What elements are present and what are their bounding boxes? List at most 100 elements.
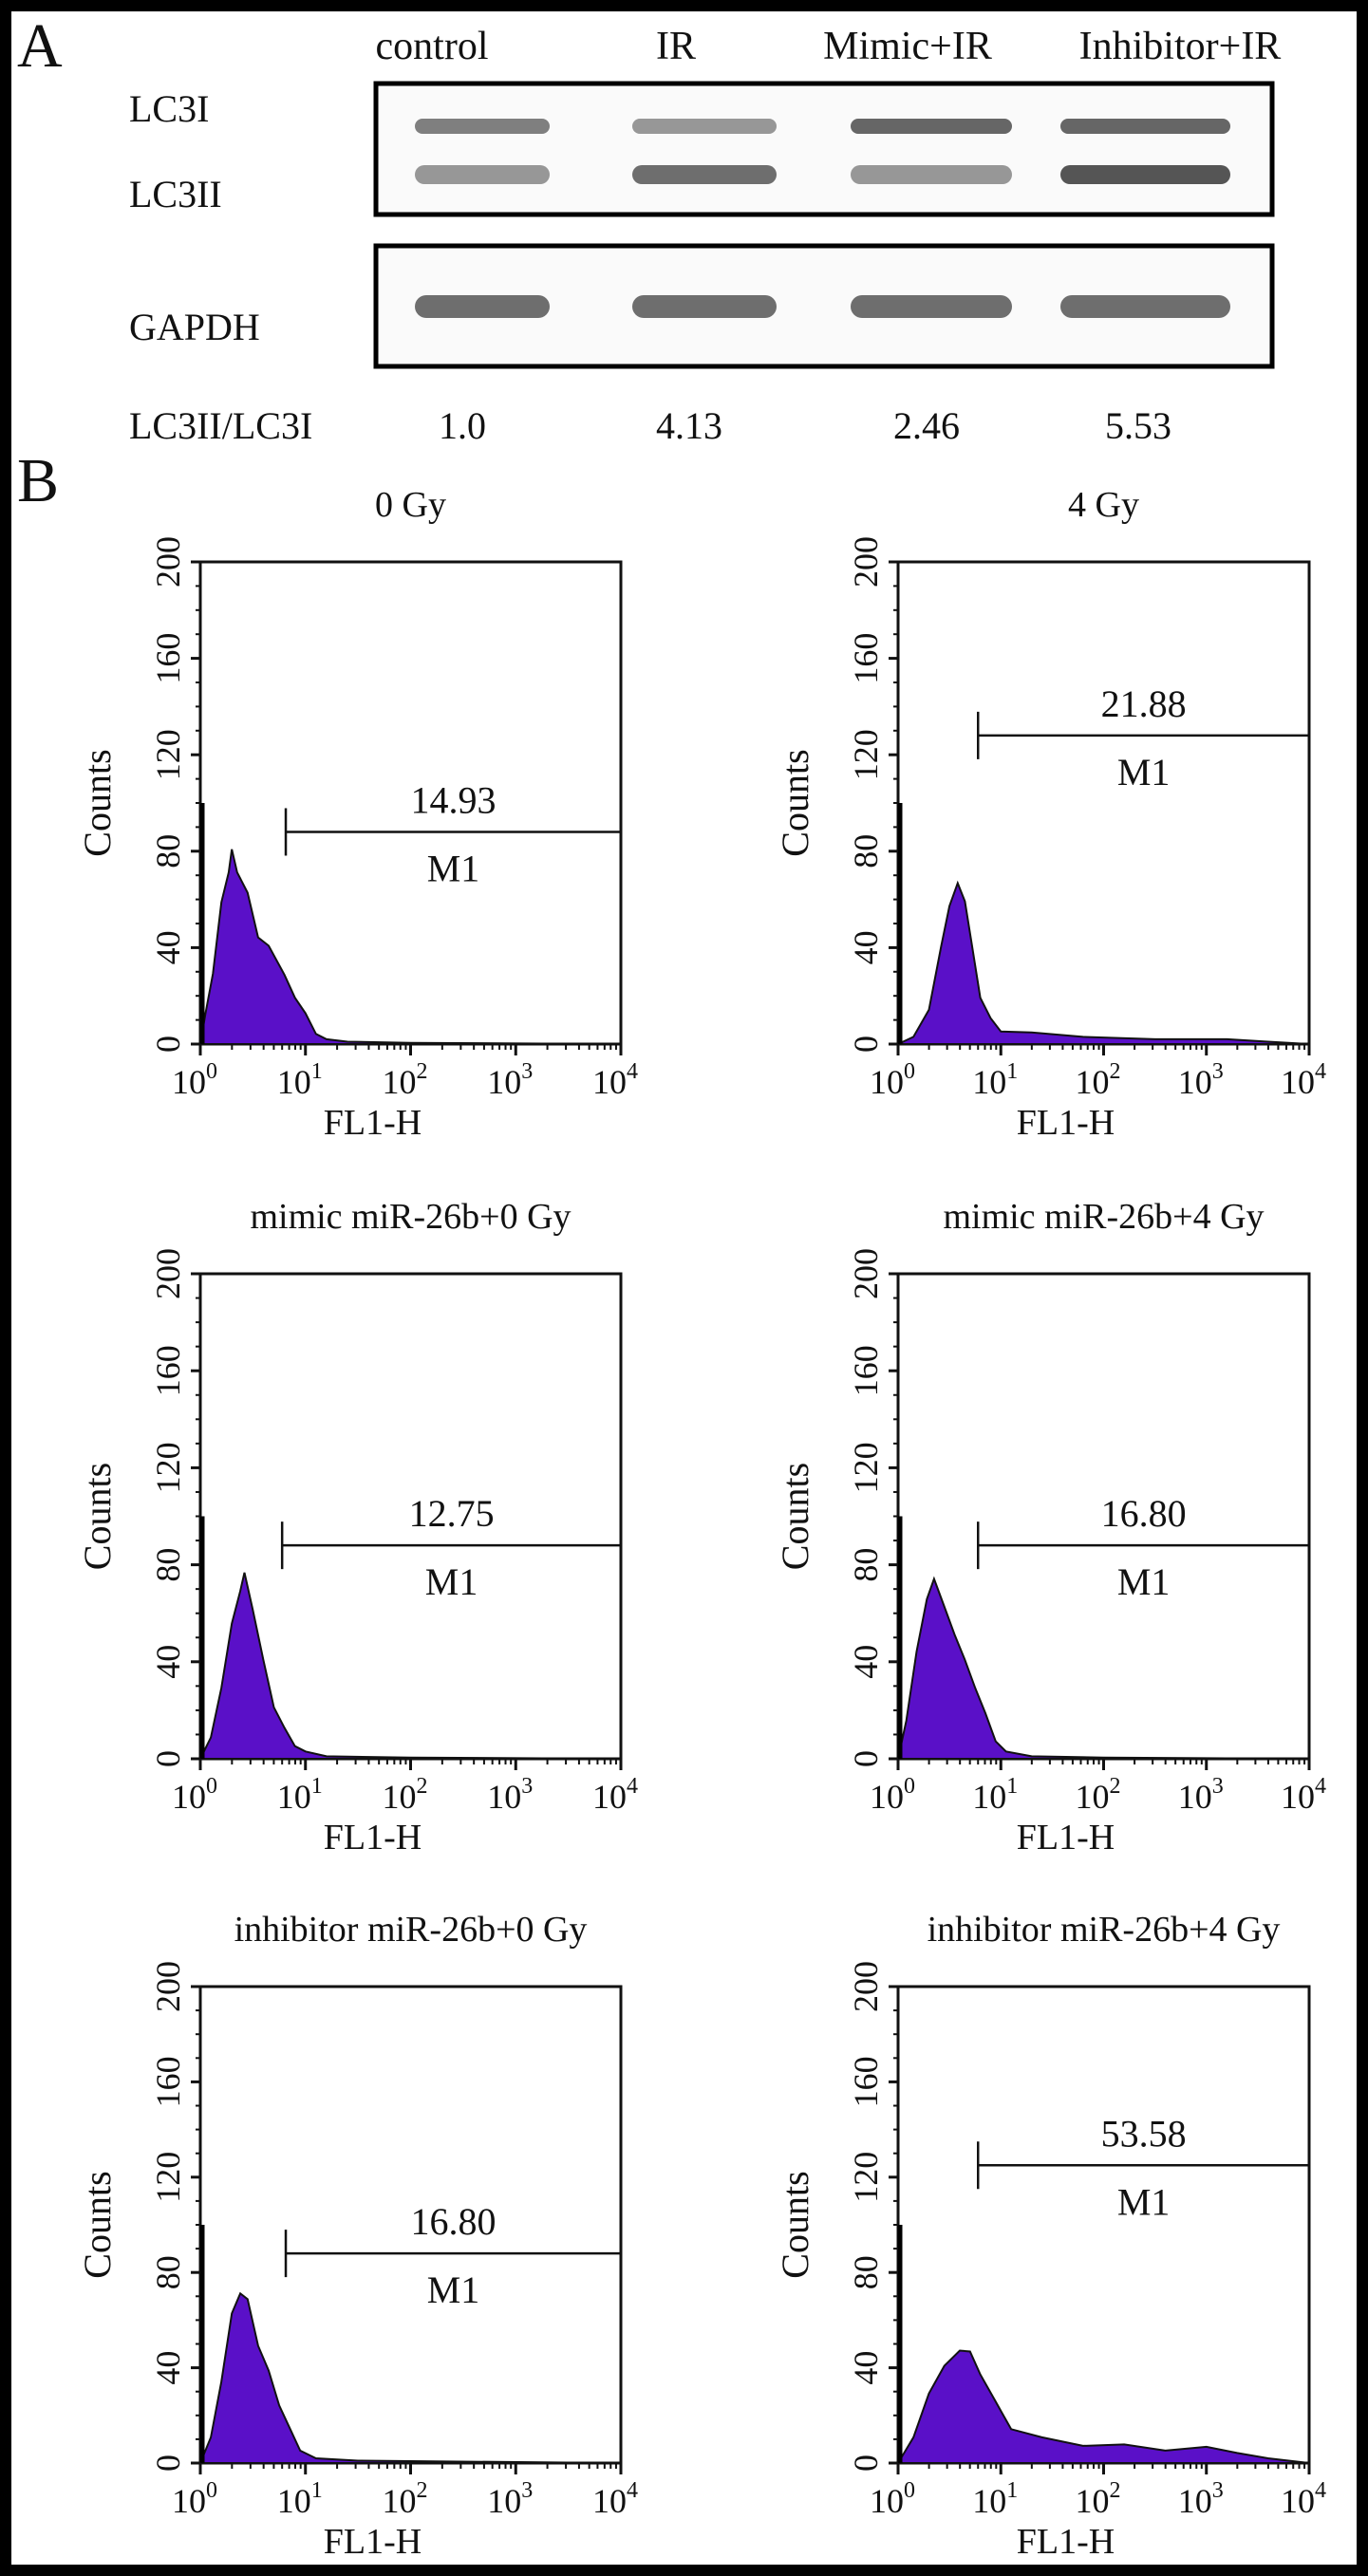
histogram-area bbox=[896, 2349, 1310, 2464]
band-gapdh-lane-1 bbox=[415, 295, 550, 318]
gate-percentage: 21.88 bbox=[1101, 682, 1187, 725]
y-tick-label: 120 bbox=[847, 729, 885, 780]
ratio-control: 1.0 bbox=[439, 404, 486, 447]
y-tick-label: 160 bbox=[847, 1345, 885, 1396]
y-axis-label: Counts bbox=[774, 1463, 816, 1570]
lane-label-mimic-ir: Mimic+IR bbox=[823, 25, 992, 68]
histogram-4: mimic miR-26b+4 Gy 0 40 80 120 160 200 Counts 10… bbox=[774, 1197, 1326, 1857]
band-lc3i-lane-4 bbox=[1060, 119, 1230, 134]
x-axis-label: FL1-H bbox=[1017, 1818, 1115, 1857]
y-tick-label: 0 bbox=[847, 1750, 885, 1767]
band-lc3ii-lane-1 bbox=[415, 165, 550, 184]
x-axis-label: FL1-H bbox=[1017, 1103, 1115, 1143]
ratio-label: LC3II/LC3I bbox=[129, 404, 312, 447]
y-tick-label: 160 bbox=[847, 2056, 885, 2107]
plot-frame bbox=[198, 1272, 623, 1761]
x-axis-label: FL1-H bbox=[1017, 2522, 1115, 2562]
histogram-area bbox=[896, 1576, 1310, 1760]
band-lc3i-lane-3 bbox=[851, 119, 1012, 134]
y-tick-label: 80 bbox=[847, 834, 885, 868]
y-tick-label: 120 bbox=[149, 729, 187, 780]
gate-label: M1 bbox=[1117, 2180, 1171, 2223]
y-tick-label: 120 bbox=[149, 2152, 187, 2203]
y-axis-label: Counts bbox=[76, 1463, 119, 1570]
y-tick-label: 40 bbox=[149, 930, 187, 964]
ratio-inhibitor-ir: 5.53 bbox=[1105, 404, 1171, 447]
y-axis-label: Counts bbox=[774, 2171, 816, 2278]
y-tick-label: 0 bbox=[149, 1036, 187, 1053]
gate-label: M1 bbox=[427, 847, 480, 889]
lane-label-control: control bbox=[376, 25, 489, 68]
x-tick-label: 100 bbox=[870, 1774, 915, 1816]
histogram-title: inhibitor miR-26b+0 Gy bbox=[234, 1910, 588, 1950]
gate-percentage: 14.93 bbox=[411, 778, 497, 821]
row-label-lc3ii: LC3II bbox=[129, 173, 222, 215]
gate-percentage: 16.80 bbox=[1101, 1492, 1187, 1535]
gate-label: M1 bbox=[425, 1560, 478, 1603]
x-tick-label: 100 bbox=[870, 2478, 915, 2520]
histogram-area bbox=[198, 2291, 622, 2464]
y-tick-label: 120 bbox=[847, 2152, 885, 2203]
histogram-5: inhibitor miR-26b+0 Gy 0 40 80 120 160 200 Coun… bbox=[76, 1910, 638, 2562]
y-tick-label: 200 bbox=[847, 536, 885, 588]
y-axis-label: Counts bbox=[774, 749, 816, 856]
row-label-gapdh: GAPDH bbox=[129, 306, 260, 348]
band-gapdh-lane-3 bbox=[851, 295, 1012, 318]
y-axis-label: Counts bbox=[76, 2171, 119, 2278]
gate-label: M1 bbox=[427, 2268, 480, 2311]
y-tick-label: 80 bbox=[847, 1548, 885, 1582]
band-gapdh-lane-2 bbox=[632, 295, 777, 318]
x-axis-label: FL1-H bbox=[324, 1103, 422, 1143]
panel-b-label: B bbox=[17, 446, 59, 515]
y-tick-label: 120 bbox=[149, 1442, 187, 1493]
y-tick-label: 0 bbox=[149, 1750, 187, 1767]
y-tick-label: 40 bbox=[847, 1645, 885, 1679]
histogram-title: mimic miR-26b+4 Gy bbox=[943, 1197, 1264, 1237]
y-tick-label: 160 bbox=[149, 2056, 187, 2107]
blot-bands bbox=[415, 119, 1230, 318]
ratio-mimic-ir: 2.46 bbox=[893, 404, 960, 447]
ratio-ir: 4.13 bbox=[656, 404, 722, 447]
x-axis-label: FL1-H bbox=[324, 1818, 422, 1857]
y-tick-label: 200 bbox=[149, 536, 187, 588]
lane-label-ir: IR bbox=[656, 25, 696, 68]
lane-label-inhibitor-ir: Inhibitor+IR bbox=[1079, 25, 1282, 68]
histogram-area bbox=[897, 880, 1310, 1045]
y-tick-label: 40 bbox=[149, 1645, 187, 1679]
x-tick-label: 100 bbox=[172, 1059, 217, 1101]
y-tick-label: 80 bbox=[149, 2255, 187, 2289]
gate-percentage: 53.58 bbox=[1101, 2112, 1187, 2155]
x-axis-label: FL1-H bbox=[324, 2522, 422, 2562]
gate-percentage: 12.75 bbox=[409, 1492, 495, 1535]
band-lc3i-lane-1 bbox=[415, 119, 550, 134]
y-tick-label: 0 bbox=[149, 2455, 187, 2472]
band-gapdh-lane-4 bbox=[1060, 295, 1230, 318]
band-lc3ii-lane-2 bbox=[632, 165, 777, 184]
y-tick-label: 200 bbox=[149, 1961, 187, 2012]
panel-a-label: A bbox=[17, 11, 63, 81]
x-tick-label: 100 bbox=[172, 1774, 217, 1816]
x-tick-label: 101 bbox=[972, 1774, 1018, 1816]
y-tick-label: 160 bbox=[847, 633, 885, 684]
y-tick-label: 40 bbox=[847, 2351, 885, 2385]
blot-lc3-box bbox=[373, 81, 1275, 217]
histogram-title: 0 Gy bbox=[375, 485, 446, 525]
y-tick-label: 0 bbox=[847, 1036, 885, 1053]
x-tick-label: 104 bbox=[592, 2478, 638, 2520]
histogram-3: mimic miR-26b+0 Gy 0 40 80 120 160 200 Counts 10… bbox=[76, 1197, 638, 1857]
x-tick-label: 103 bbox=[487, 1774, 533, 1816]
y-tick-label: 80 bbox=[149, 834, 187, 868]
y-tick-label: 80 bbox=[847, 2255, 885, 2289]
gate-label: M1 bbox=[1117, 751, 1171, 793]
y-tick-label: 200 bbox=[847, 1248, 885, 1299]
y-tick-label: 160 bbox=[149, 1345, 187, 1396]
y-tick-label: 80 bbox=[149, 1548, 187, 1582]
y-tick-label: 200 bbox=[847, 1961, 885, 2012]
histogram-6: inhibitor miR-26b+4 Gy 0 40 80 120 160 200 Coun… bbox=[774, 1910, 1326, 2562]
y-tick-label: 40 bbox=[847, 930, 885, 964]
histogram-title: 4 Gy bbox=[1068, 485, 1139, 525]
band-lc3i-lane-2 bbox=[632, 119, 777, 134]
